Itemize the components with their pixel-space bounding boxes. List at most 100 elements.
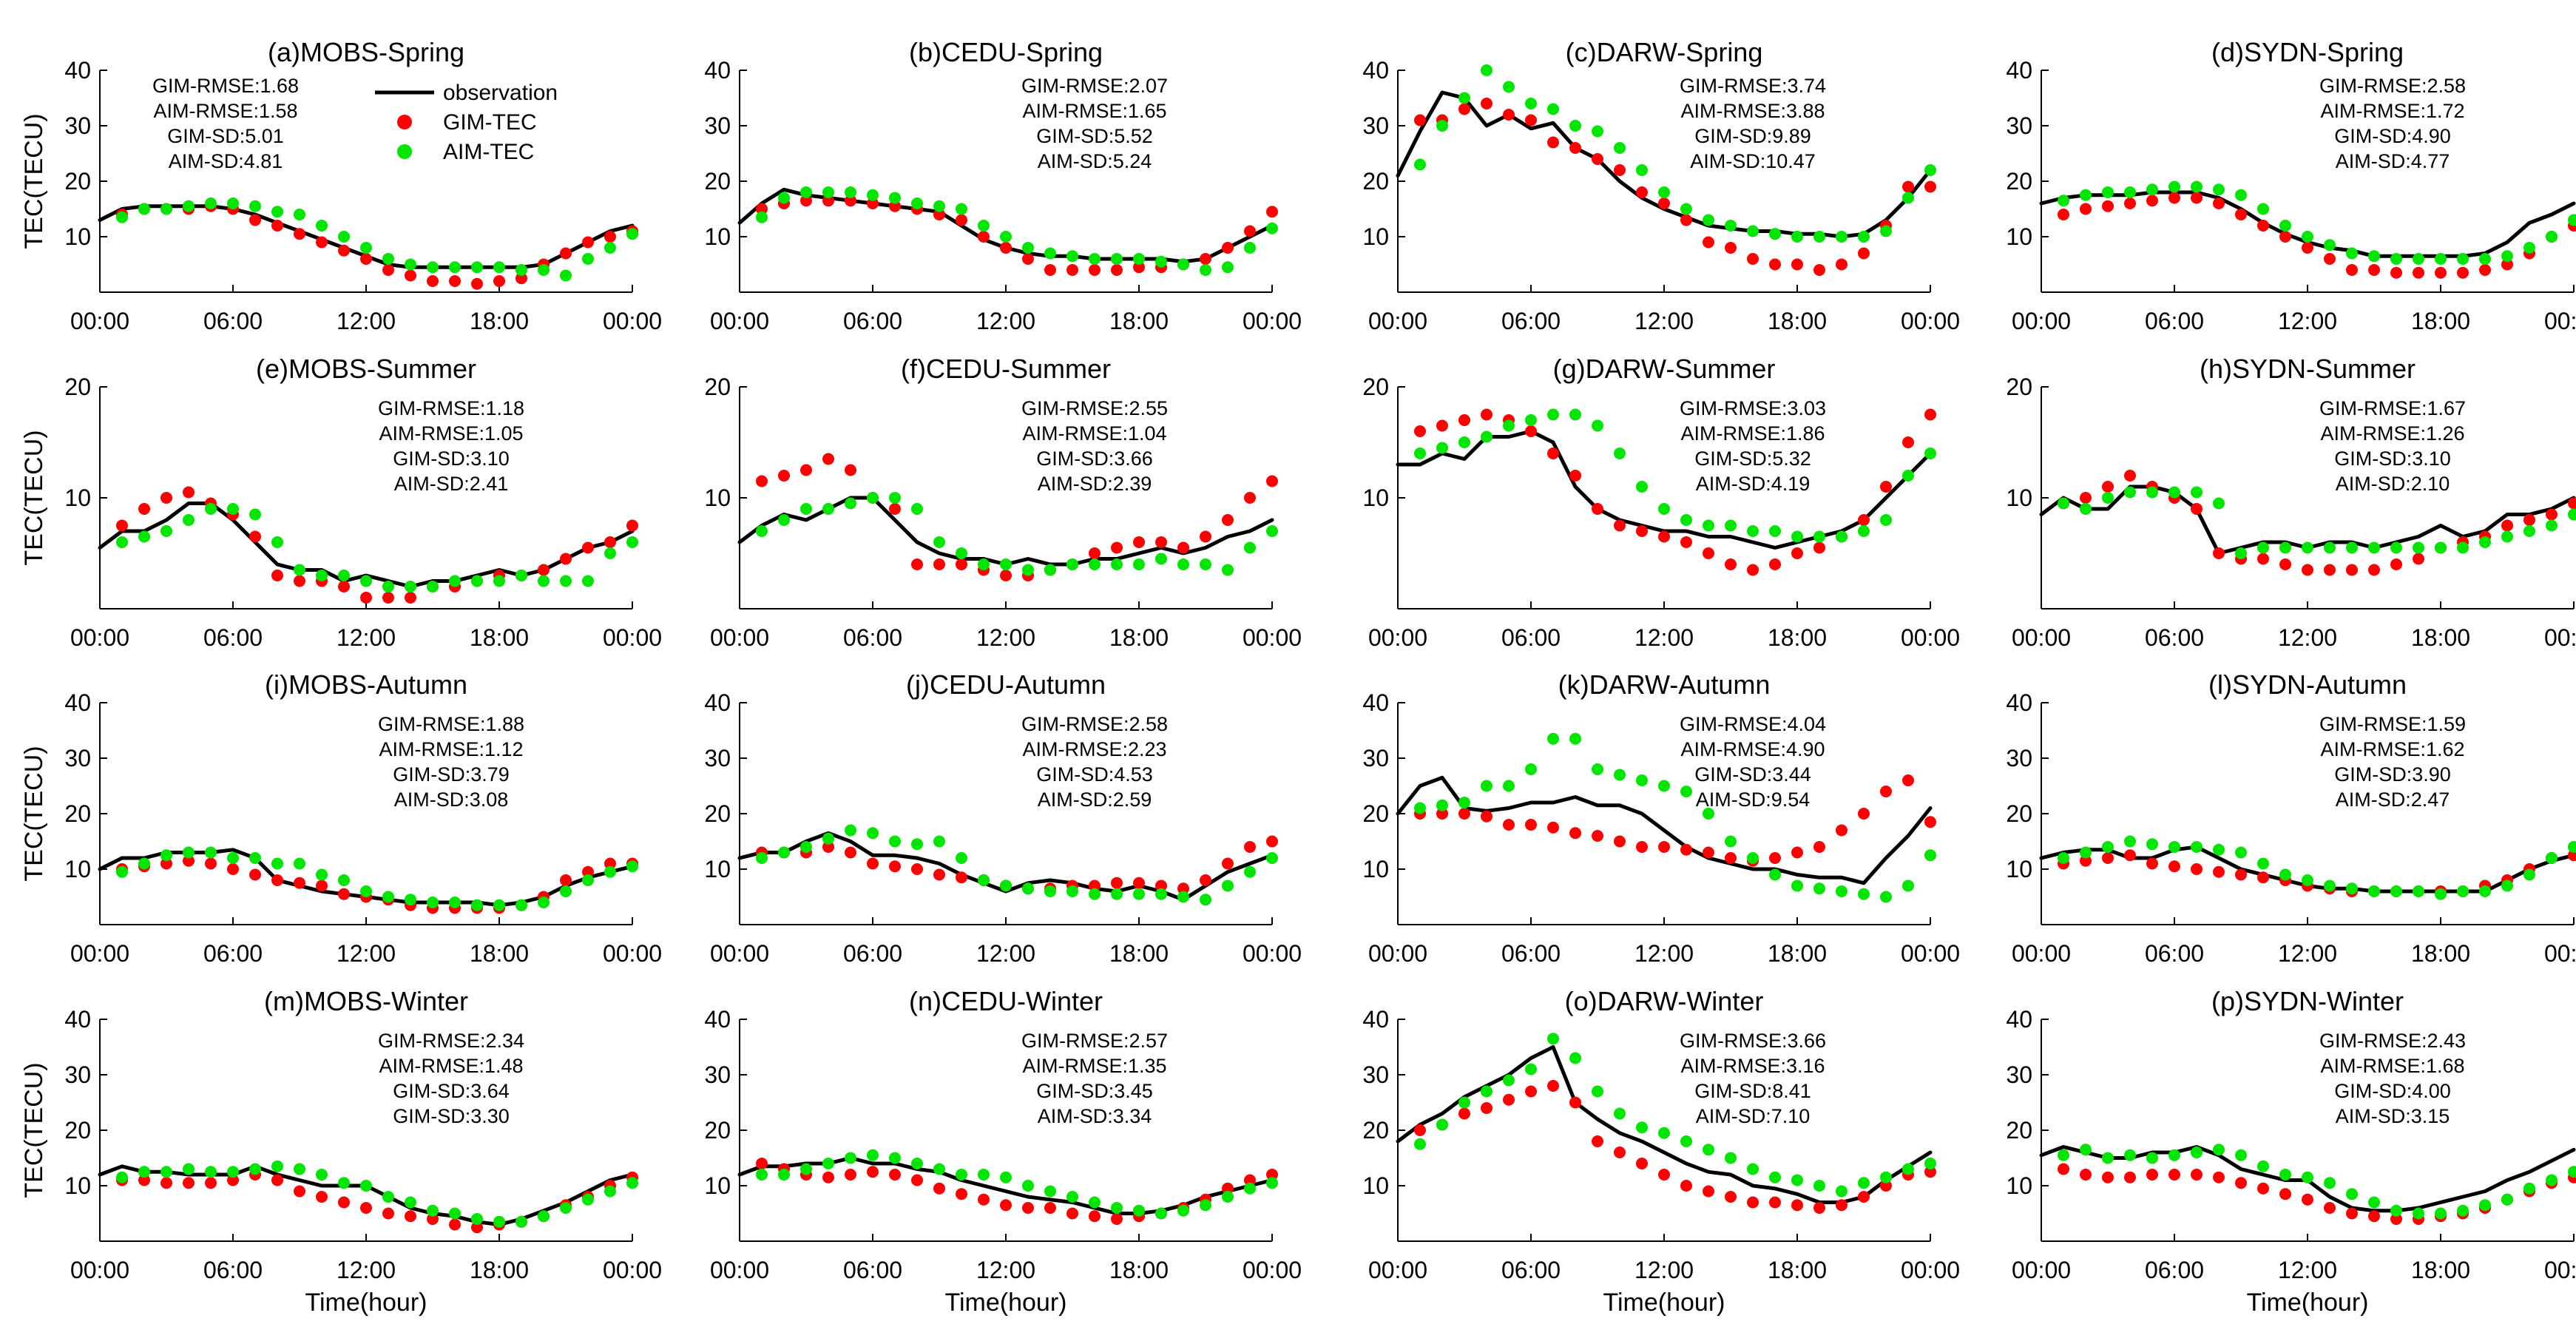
x-tick-label: 00:00	[2544, 624, 2576, 651]
aim-point	[933, 536, 945, 548]
gim-point	[889, 200, 901, 212]
aim-point	[160, 525, 172, 537]
x-axis-label: Time(hour)	[945, 1289, 1067, 1317]
y-tick-label: 40	[64, 1006, 91, 1033]
aim-point	[2168, 486, 2180, 499]
aim-point	[1547, 732, 1559, 745]
subplot-title: (d)SYDN-Spring	[2211, 37, 2404, 67]
aim-point	[1902, 192, 1914, 204]
aim-point	[1614, 142, 1626, 154]
x-tick-label: 18:00	[1768, 308, 1827, 334]
aim-point	[2302, 231, 2313, 243]
aim-point	[1680, 514, 1692, 526]
gim-point	[1414, 1124, 1426, 1136]
gim-point	[205, 1177, 217, 1189]
stat-text: AIM-RMSE:2.23	[1022, 738, 1166, 760]
aim-point	[1503, 81, 1515, 93]
gim-point	[1569, 470, 1581, 482]
aim-point	[227, 1166, 239, 1178]
aim-point	[1658, 1127, 1670, 1139]
aim-point	[382, 581, 394, 592]
aim-point	[1592, 1085, 1603, 1098]
y-axis-label: TEC(TECU)	[20, 1062, 48, 1198]
gim-point	[1592, 153, 1603, 165]
aim-point	[116, 1171, 128, 1184]
y-tick-label: 10	[2006, 856, 2032, 882]
aim-point	[778, 846, 790, 859]
gim-point	[2191, 503, 2203, 515]
aim-point	[1266, 852, 1278, 864]
aim-point	[1222, 1191, 1234, 1203]
subplot-mobs-spring: (a)MOBS-Spring 10 20 30 40 00:00 06:00 12:00 18:…	[20, 37, 662, 334]
aim-point	[1044, 564, 1056, 576]
stat-text: AIM-SD:7.10	[1696, 1105, 1811, 1127]
subplot-title: (n)CEDU-Winter	[909, 986, 1103, 1016]
x-tick-label: 00:00	[1243, 940, 1302, 967]
stat-text: AIM-RMSE:1.04	[1022, 422, 1166, 445]
gim-point	[1902, 436, 1914, 448]
aim-point	[2523, 525, 2535, 537]
x-tick-label: 00:00	[710, 624, 769, 651]
x-tick-label: 06:00	[2145, 1257, 2204, 1283]
x-tick-label: 06:00	[2145, 940, 2204, 967]
aim-point	[867, 827, 879, 840]
subplot-title: (h)SYDN-Summer	[2200, 354, 2416, 384]
aim-point	[2390, 541, 2402, 554]
aim-point	[2368, 541, 2380, 554]
aim-point	[2102, 492, 2114, 504]
gim-point	[1458, 103, 1470, 115]
gim-point	[2568, 497, 2576, 510]
stat-text: AIM-SD:4.19	[1696, 473, 1811, 495]
y-tick-label: 20	[64, 1117, 91, 1144]
aim-point	[1791, 1174, 1803, 1186]
gim-point	[1222, 514, 1234, 526]
aim-point	[1133, 1204, 1145, 1217]
aim-point	[1525, 414, 1537, 426]
aim-point	[778, 514, 790, 526]
gim-point	[1089, 1210, 1101, 1223]
gim-point	[160, 1177, 172, 1189]
x-tick-label: 00:00	[1368, 1257, 1427, 1283]
aim-point	[1177, 258, 1189, 271]
gim-point	[1791, 258, 1803, 271]
gim-point	[2124, 1171, 2136, 1184]
aim-point	[1725, 220, 1737, 232]
aim-point	[889, 835, 901, 848]
y-tick-label: 30	[1362, 1061, 1389, 1088]
gim-point	[582, 541, 594, 554]
gim-point	[1111, 264, 1123, 276]
aim-point	[1200, 894, 1211, 906]
x-tick-label: 00:00	[603, 1257, 662, 1283]
aim-point	[1436, 1118, 1448, 1131]
aim-point	[1022, 564, 1034, 576]
gim-point	[956, 871, 967, 884]
gim-point	[1244, 225, 1256, 237]
gim-point	[2279, 558, 2291, 570]
gim-point	[560, 874, 572, 886]
gim-point	[294, 1185, 305, 1198]
gim-point	[138, 503, 150, 515]
gim-point	[1725, 558, 1737, 570]
aim-point	[2080, 846, 2092, 859]
gim-point	[1836, 258, 1848, 271]
x-tick-label: 06:00	[2145, 624, 2204, 651]
gim-point	[1614, 835, 1626, 848]
x-tick-label: 18:00	[2411, 940, 2470, 967]
x-axis-label: Time(hour)	[305, 1289, 427, 1317]
aim-point	[1222, 564, 1234, 576]
stat-text: AIM-SD:9.54	[1696, 789, 1811, 811]
gim-point	[2501, 258, 2513, 271]
gim-point	[1414, 114, 1426, 126]
gim-point	[338, 888, 350, 900]
aim-point	[1044, 247, 1056, 260]
gim-point	[316, 879, 328, 892]
aim-point	[2257, 203, 2269, 215]
gim-point	[1769, 1196, 1781, 1209]
gim-point	[867, 857, 879, 870]
aim-point	[2435, 541, 2447, 554]
aim-point	[1880, 225, 1892, 237]
aim-point	[756, 525, 768, 537]
x-tick-label: 18:00	[2411, 1257, 2470, 1283]
aim-point	[1066, 885, 1078, 897]
aim-point	[249, 508, 261, 521]
